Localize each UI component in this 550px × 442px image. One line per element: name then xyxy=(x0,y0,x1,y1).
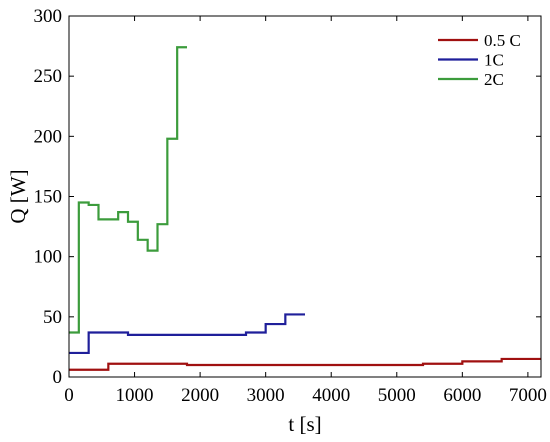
y-tick-label: 150 xyxy=(34,187,63,208)
series-layer xyxy=(69,46,541,371)
x-tick-label: 7000 xyxy=(509,385,547,406)
y-tick-label: 300 xyxy=(34,6,63,27)
x-tick-label: 5000 xyxy=(378,385,416,406)
x-tick-label: 1000 xyxy=(116,385,154,406)
legend-label: 1C xyxy=(484,51,504,70)
x-tick-label: 6000 xyxy=(443,385,481,406)
ticks-layer: 0 1000 2000 3000 4000 5000 6000 7000 0 50 100 150 20… xyxy=(34,6,547,406)
y-tick-label: 50 xyxy=(43,307,62,328)
series-line-1 xyxy=(69,357,541,371)
y-axis-label: Q [W] xyxy=(6,169,30,223)
x-tick-label: 0 xyxy=(64,385,74,406)
plot-frame xyxy=(68,15,542,378)
x-axis-label: t [s] xyxy=(288,412,321,436)
y-tick-label: 0 xyxy=(53,367,63,388)
y-tick-label: 250 xyxy=(34,66,63,87)
series-line-2 xyxy=(69,313,305,355)
legend-label: 0.5 C xyxy=(484,31,521,50)
y-tick-label: 200 xyxy=(34,126,63,147)
x-tick-label: 3000 xyxy=(247,385,285,406)
series-line-3 xyxy=(69,46,187,334)
x-tick-label: 4000 xyxy=(312,385,350,406)
legend-label: 2C xyxy=(484,70,504,89)
x-tick-label: 2000 xyxy=(181,385,219,406)
y-tick-label: 100 xyxy=(34,247,63,268)
